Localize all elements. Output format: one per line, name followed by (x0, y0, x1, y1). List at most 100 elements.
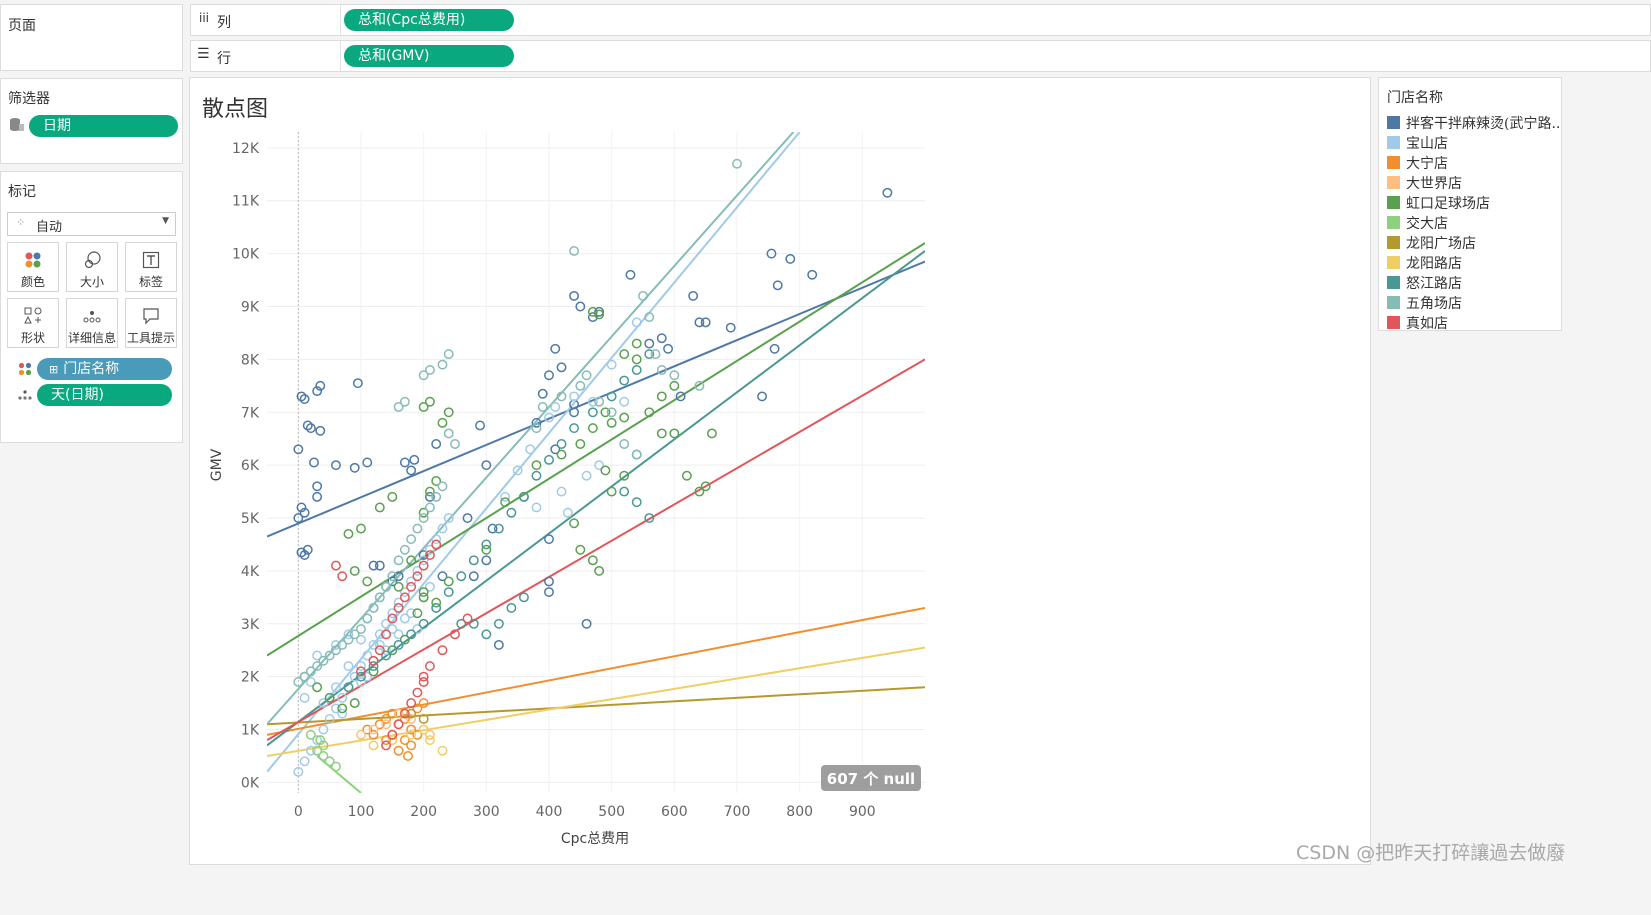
legend-item[interactable]: 五角场店 (1387, 293, 1462, 313)
null-badge[interactable]: 607 个 null (821, 765, 921, 791)
data-point (418, 587, 429, 598)
marks-card-size[interactable]: 大小 (66, 242, 118, 292)
data-point (387, 645, 398, 656)
columns-pill-cpc[interactable]: 总和(Cpc总费用) (344, 9, 514, 31)
y-tick-label: 9K (241, 300, 260, 316)
legend-item[interactable]: 真如店 (1387, 313, 1448, 333)
size-icon (84, 251, 101, 269)
y-tick-label: 10K (232, 247, 260, 263)
data-point (393, 629, 404, 640)
data-points (293, 158, 893, 777)
data-point (706, 428, 717, 439)
marks-pill-day-date[interactable]: 天(日期) (37, 384, 172, 406)
marks-card-color-label: 颜色 (20, 275, 45, 289)
pages-shelf[interactable]: 页面 (0, 4, 183, 71)
legend-item[interactable]: 大宁店 (1387, 153, 1448, 173)
data-point (594, 396, 605, 407)
chart-panel: 散点图 (189, 77, 1371, 865)
data-point (393, 602, 404, 613)
data-point (424, 661, 435, 672)
mark-type-dropdown[interactable]: ⁘ 自动 ▼ (7, 212, 176, 236)
data-point (600, 407, 611, 418)
marks-card-tooltip[interactable]: 工具提示 (125, 298, 177, 348)
data-point (631, 449, 642, 460)
legend-panel[interactable]: 门店名称 拌客干拌麻辣烫(武宁路.. 宝山店 大宁店 大世界店 虹口足球场店 交大店 龙阳广… (1378, 77, 1562, 333)
data-point (368, 661, 379, 672)
marks-card-detail[interactable]: 详细信息 (66, 298, 118, 348)
legend-item[interactable]: 大世界店 (1387, 173, 1462, 193)
data-point (362, 576, 373, 587)
data-point (406, 714, 417, 724)
rows-shelf[interactable]: ☰ 行 总和(GMV) (190, 40, 1651, 72)
data-point (694, 380, 705, 391)
marks-card-tooltip-label: 工具提示 (126, 331, 175, 345)
y-tick-label: 1K (241, 723, 260, 739)
data-point (399, 457, 410, 468)
legend-item[interactable]: 宝山店 (1387, 133, 1448, 153)
filters-card[interactable]: 筛选器 日期 (0, 78, 183, 164)
data-point (656, 365, 667, 375)
data-point (418, 714, 429, 724)
mark-type-value: 自动 (36, 220, 63, 235)
y-tick-label: 5K (241, 511, 260, 527)
marks-card-size-label: 大小 (79, 275, 104, 289)
data-point (550, 444, 561, 455)
data-point (312, 661, 323, 672)
data-point (424, 491, 435, 502)
x-axis-title: Cpc总费用 (561, 831, 629, 847)
marks-pill-store-name[interactable]: ⊞ 门店名称 (37, 358, 172, 380)
data-point (393, 581, 404, 592)
y-tick-label: 4K (241, 564, 260, 580)
color-icon (25, 252, 41, 268)
scatter-chart[interactable]: 0K 1K 2K 3K 4K 5K 6K 7K 8K 9K 10K 11K 12K 0 100 200 300 4… (189, 77, 1371, 865)
data-point (418, 592, 429, 603)
data-point (688, 290, 699, 301)
legend-item[interactable]: 龙阳路店 (1387, 253, 1462, 273)
shape-icon (24, 307, 42, 324)
columns-shelf[interactable]: iii 列 总和(Cpc总费用) (190, 4, 1651, 36)
legend-item[interactable]: 龙阳广场店 (1387, 233, 1476, 253)
data-point (437, 645, 448, 656)
marks-card-shape[interactable]: 形状 (7, 298, 59, 348)
data-point (500, 491, 511, 502)
legend-label: 龙阳广场店 (1406, 236, 1476, 252)
data-point (424, 735, 435, 746)
data-point (675, 391, 686, 402)
data-point (418, 507, 429, 518)
legend-item[interactable]: 交大店 (1387, 213, 1448, 233)
data-point (606, 417, 617, 428)
data-point (305, 677, 316, 687)
data-point (544, 412, 554, 423)
legend-label: 真如店 (1406, 316, 1448, 332)
trend-line (267, 606, 925, 736)
data-point (424, 502, 435, 513)
data-point (443, 349, 454, 360)
data-point (456, 571, 467, 582)
marks-card-label[interactable]: 标签 (125, 242, 177, 292)
rows-pill-gmv[interactable]: 总和(GMV) (344, 45, 514, 67)
data-point (399, 634, 410, 645)
data-point (337, 692, 348, 703)
data-point (299, 671, 310, 682)
filter-pill-date[interactable]: 日期 (29, 115, 178, 137)
data-point (625, 269, 636, 280)
legend-item[interactable]: 怒江路店 (1387, 273, 1462, 293)
legend-label: 虹口足球场店 (1406, 196, 1490, 212)
y-tick-label: 6K (241, 458, 260, 474)
legend-swatch (1387, 296, 1400, 309)
data-point (406, 608, 417, 619)
data-point (312, 735, 323, 746)
legend-item[interactable]: 虹口足球场店 (1387, 193, 1490, 213)
marks-card[interactable]: 标记 ⁘ 自动 ▼ 颜色 大小 标签 形状 (0, 171, 183, 443)
data-point (381, 714, 392, 724)
data-point (669, 380, 680, 391)
trend-line (267, 132, 795, 725)
legend-item[interactable]: 拌客干拌麻辣烫(武宁路.. (1387, 113, 1560, 133)
data-point (409, 454, 420, 465)
data-point (393, 708, 404, 719)
data-point (431, 534, 442, 545)
marks-card-color[interactable]: 颜色 (7, 242, 59, 292)
data-point (587, 396, 598, 407)
data-point (757, 391, 768, 402)
data-point (700, 317, 711, 328)
